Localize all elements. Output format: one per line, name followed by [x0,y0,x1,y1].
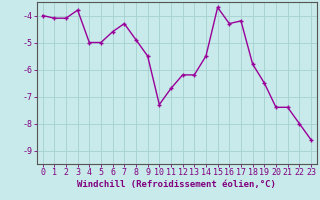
X-axis label: Windchill (Refroidissement éolien,°C): Windchill (Refroidissement éolien,°C) [77,180,276,189]
